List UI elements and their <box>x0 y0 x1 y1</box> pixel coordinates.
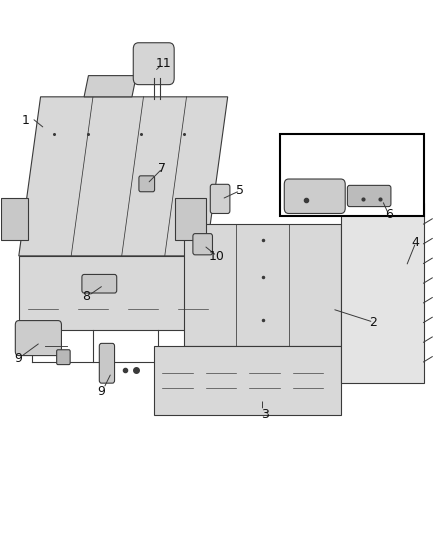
Polygon shape <box>1 198 28 240</box>
Text: 8: 8 <box>82 290 90 303</box>
Text: 3: 3 <box>261 408 268 422</box>
FancyBboxPatch shape <box>284 179 345 214</box>
FancyBboxPatch shape <box>133 43 174 85</box>
FancyBboxPatch shape <box>15 320 61 356</box>
Text: 1: 1 <box>21 114 29 127</box>
Text: 10: 10 <box>209 251 225 263</box>
Text: 9: 9 <box>14 352 22 365</box>
Text: 5: 5 <box>236 184 244 197</box>
Text: 4: 4 <box>412 236 420 249</box>
Polygon shape <box>19 97 228 256</box>
FancyBboxPatch shape <box>82 274 117 293</box>
Text: 9: 9 <box>98 385 106 398</box>
FancyBboxPatch shape <box>193 233 212 255</box>
Polygon shape <box>176 198 206 240</box>
FancyBboxPatch shape <box>347 185 391 207</box>
FancyBboxPatch shape <box>210 184 230 214</box>
Polygon shape <box>184 224 341 346</box>
Polygon shape <box>341 203 424 383</box>
Text: 11: 11 <box>155 58 171 70</box>
FancyBboxPatch shape <box>57 350 70 365</box>
Text: 2: 2 <box>370 316 378 329</box>
FancyBboxPatch shape <box>99 343 115 383</box>
FancyBboxPatch shape <box>139 176 155 192</box>
Text: 7: 7 <box>159 162 166 175</box>
Polygon shape <box>84 76 136 97</box>
Polygon shape <box>19 256 219 330</box>
Polygon shape <box>154 346 341 415</box>
Bar <box>280 134 424 216</box>
Text: 6: 6 <box>385 208 393 221</box>
